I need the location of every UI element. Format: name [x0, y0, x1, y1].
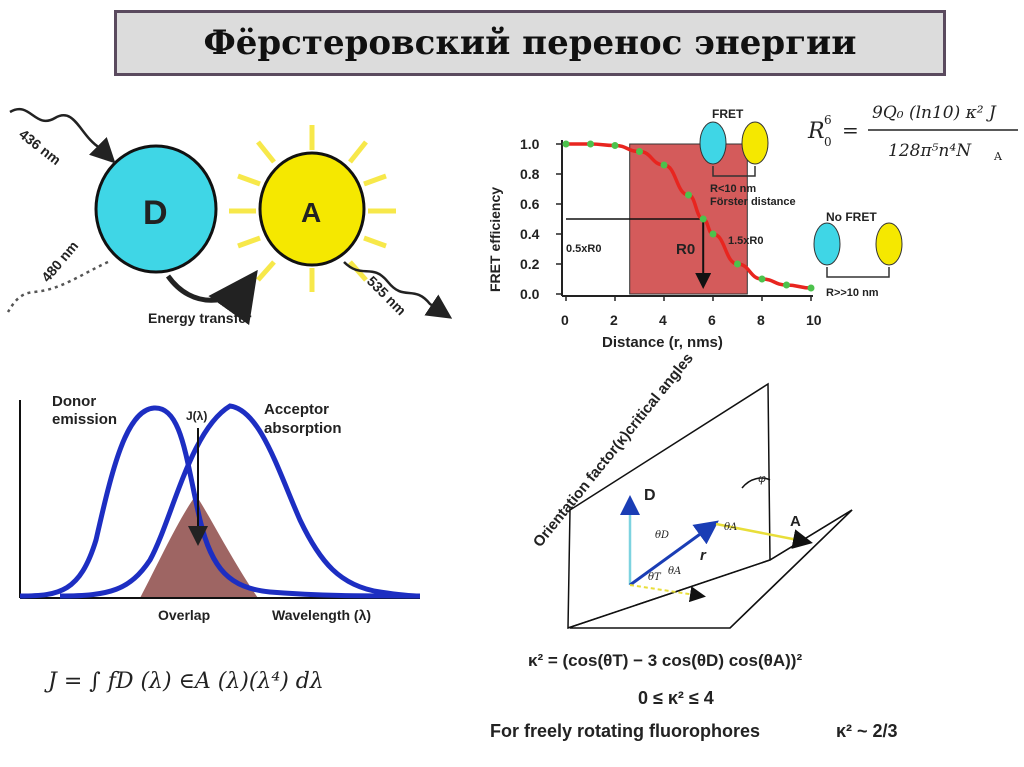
r0-formula-equals: =: [842, 118, 859, 142]
acceptor-emission-arrow: [343, 261, 453, 319]
donor-circle: [94, 144, 218, 274]
phi-label: φ: [758, 472, 766, 485]
y-tick-label: 0.6: [520, 196, 540, 212]
fret-xlabel: Distance (r, nms): [602, 334, 723, 351]
fret-point: [699, 215, 707, 223]
x-tick-label: 8: [757, 312, 765, 328]
fret-inset-label: FRET: [712, 107, 744, 121]
y-tick-label: 0.8: [520, 166, 540, 182]
kappa-formula: κ² = (cos(θT) − 3 cos(θD) cos(θA))²: [528, 651, 802, 670]
r0-formula-lhs: R: [807, 119, 825, 144]
excitation-label: 436 nm: [16, 126, 64, 168]
acceptor-circle: [258, 151, 366, 267]
energy-transfer-arrow: [165, 269, 258, 326]
nofret-inset-bracket: [826, 267, 890, 278]
fret-point: [685, 191, 692, 199]
overlap-panel: Donor emission Acceptor absorption J(λ) …: [19, 393, 421, 694]
y-tick-label: 1.0: [520, 136, 540, 152]
r0-formula-lhs-sup: 6: [824, 113, 832, 127]
acceptor-legend-1: Acceptor: [264, 401, 329, 418]
acceptor-absorption-curve: [59, 403, 421, 599]
theta-d-label: θD: [655, 530, 669, 541]
j-formula: J = ∫ fD (λ) ∈A (λ)(λ⁴) dλ: [44, 669, 324, 694]
donor-legend-2: emission: [52, 411, 117, 428]
y-tick-label: 0.0: [520, 286, 540, 302]
excitation-arrow: [9, 108, 116, 164]
donor-dipole-label: D: [644, 487, 656, 504]
y-tick-label: 0.2: [520, 256, 540, 272]
fret-ylabel: FRET efficiency: [487, 187, 503, 292]
fret-point: [636, 148, 643, 155]
fret-point: [709, 230, 717, 238]
overlap-area: [140, 495, 258, 598]
fret-inset-acceptor: [741, 121, 769, 165]
fret-point: [783, 281, 790, 289]
overlap-label: Overlap: [158, 607, 210, 623]
fret-inset-donor: [699, 121, 727, 165]
vertical-plane: [567, 382, 771, 630]
energy-transfer-label: Energy transfer: [148, 310, 252, 326]
fret-point: [660, 161, 668, 169]
fret-point: [807, 284, 815, 292]
acceptor-label: A: [301, 197, 321, 228]
donor-projection: [629, 584, 706, 603]
x-tick-label: 2: [610, 312, 618, 328]
r0-formula-numerator: 9Q₀ (ln10) κ² J: [872, 103, 997, 123]
x-tick-label: 6: [708, 312, 716, 328]
fret-chart: 0 2 4 6 8 10 0.0 0.2 0.4 0.6 0.8 1.0 FRET efficien…: [487, 107, 903, 351]
fret-point: [758, 275, 766, 283]
donor-legend-1: Donor: [52, 393, 96, 410]
j-label: J(λ): [186, 409, 207, 423]
fret-point: [587, 140, 594, 148]
acceptor-dipole: [715, 522, 813, 549]
free-rotation-text: For freely rotating fluorophores: [490, 721, 760, 741]
title-box: Фёрстеровский перенос энергии: [114, 10, 946, 76]
x-tick-label: 0: [561, 312, 569, 328]
nofret-inset-label: No FRET: [826, 210, 877, 224]
nofret-inset-acceptor: [875, 222, 903, 266]
free-rotation-value: κ² ~ 2/3: [836, 721, 898, 741]
one-half-r0-label: 1.5xR0: [728, 235, 763, 247]
donor-emission-curve: [19, 405, 421, 599]
donor-emission-arrow: [6, 260, 109, 313]
r0-formula-denominator: 128π⁵n⁴N: [888, 141, 972, 161]
theta-t-label: θT: [648, 572, 662, 583]
page-title: Фёрстеровский перенос энергии: [203, 23, 857, 63]
kappa-range: 0 ≤ κ² ≤ 4: [638, 688, 714, 708]
forster-label: Förster distance: [710, 196, 796, 208]
separation-vector: [629, 520, 719, 587]
orientation-panel: Orientation factor(κ)critical angles φ D…: [490, 350, 898, 741]
orientation-title: Orientation factor(κ)critical angles: [530, 350, 697, 551]
fret-point: [734, 260, 741, 268]
acceptor-legend-2: absorption: [264, 420, 342, 437]
y-tick-label: 0.4: [520, 226, 540, 242]
half-r0-label: 0.5xR0: [566, 243, 601, 255]
fret-inset-cond: R<10 nm: [710, 183, 756, 195]
x-tick-label: 4: [659, 312, 667, 328]
r0-formula-lhs-sub: 0: [824, 135, 832, 149]
theta-a2-label: θA: [668, 566, 681, 577]
donor-acceptor-panel: D A 436 nm 480 nm Energy transfer 535 nm: [6, 108, 453, 326]
r0-formula-den-sub: A: [993, 150, 1003, 163]
r-label: r: [700, 547, 707, 564]
wavelength-label: Wavelength (λ): [272, 607, 371, 623]
acceptor-dipole-label: A: [790, 513, 801, 530]
theta-a-label: θA: [724, 522, 737, 533]
acceptor-rays: [229, 125, 396, 292]
fret-inset-bracket: [712, 166, 756, 177]
r0-formula: R 6 0 = 9Q₀ (ln10) κ² J 128π⁵n⁴N A: [807, 103, 1018, 163]
donor-label: D: [143, 194, 168, 232]
nofret-inset-donor: [813, 222, 841, 266]
phi-arc: [741, 477, 771, 489]
r0-label: R0: [676, 241, 695, 258]
fret-point: [611, 142, 619, 149]
nofret-inset-cond: R>>10 nm: [826, 287, 879, 299]
fret-point: [562, 140, 570, 148]
x-tick-label: 10: [806, 312, 822, 328]
